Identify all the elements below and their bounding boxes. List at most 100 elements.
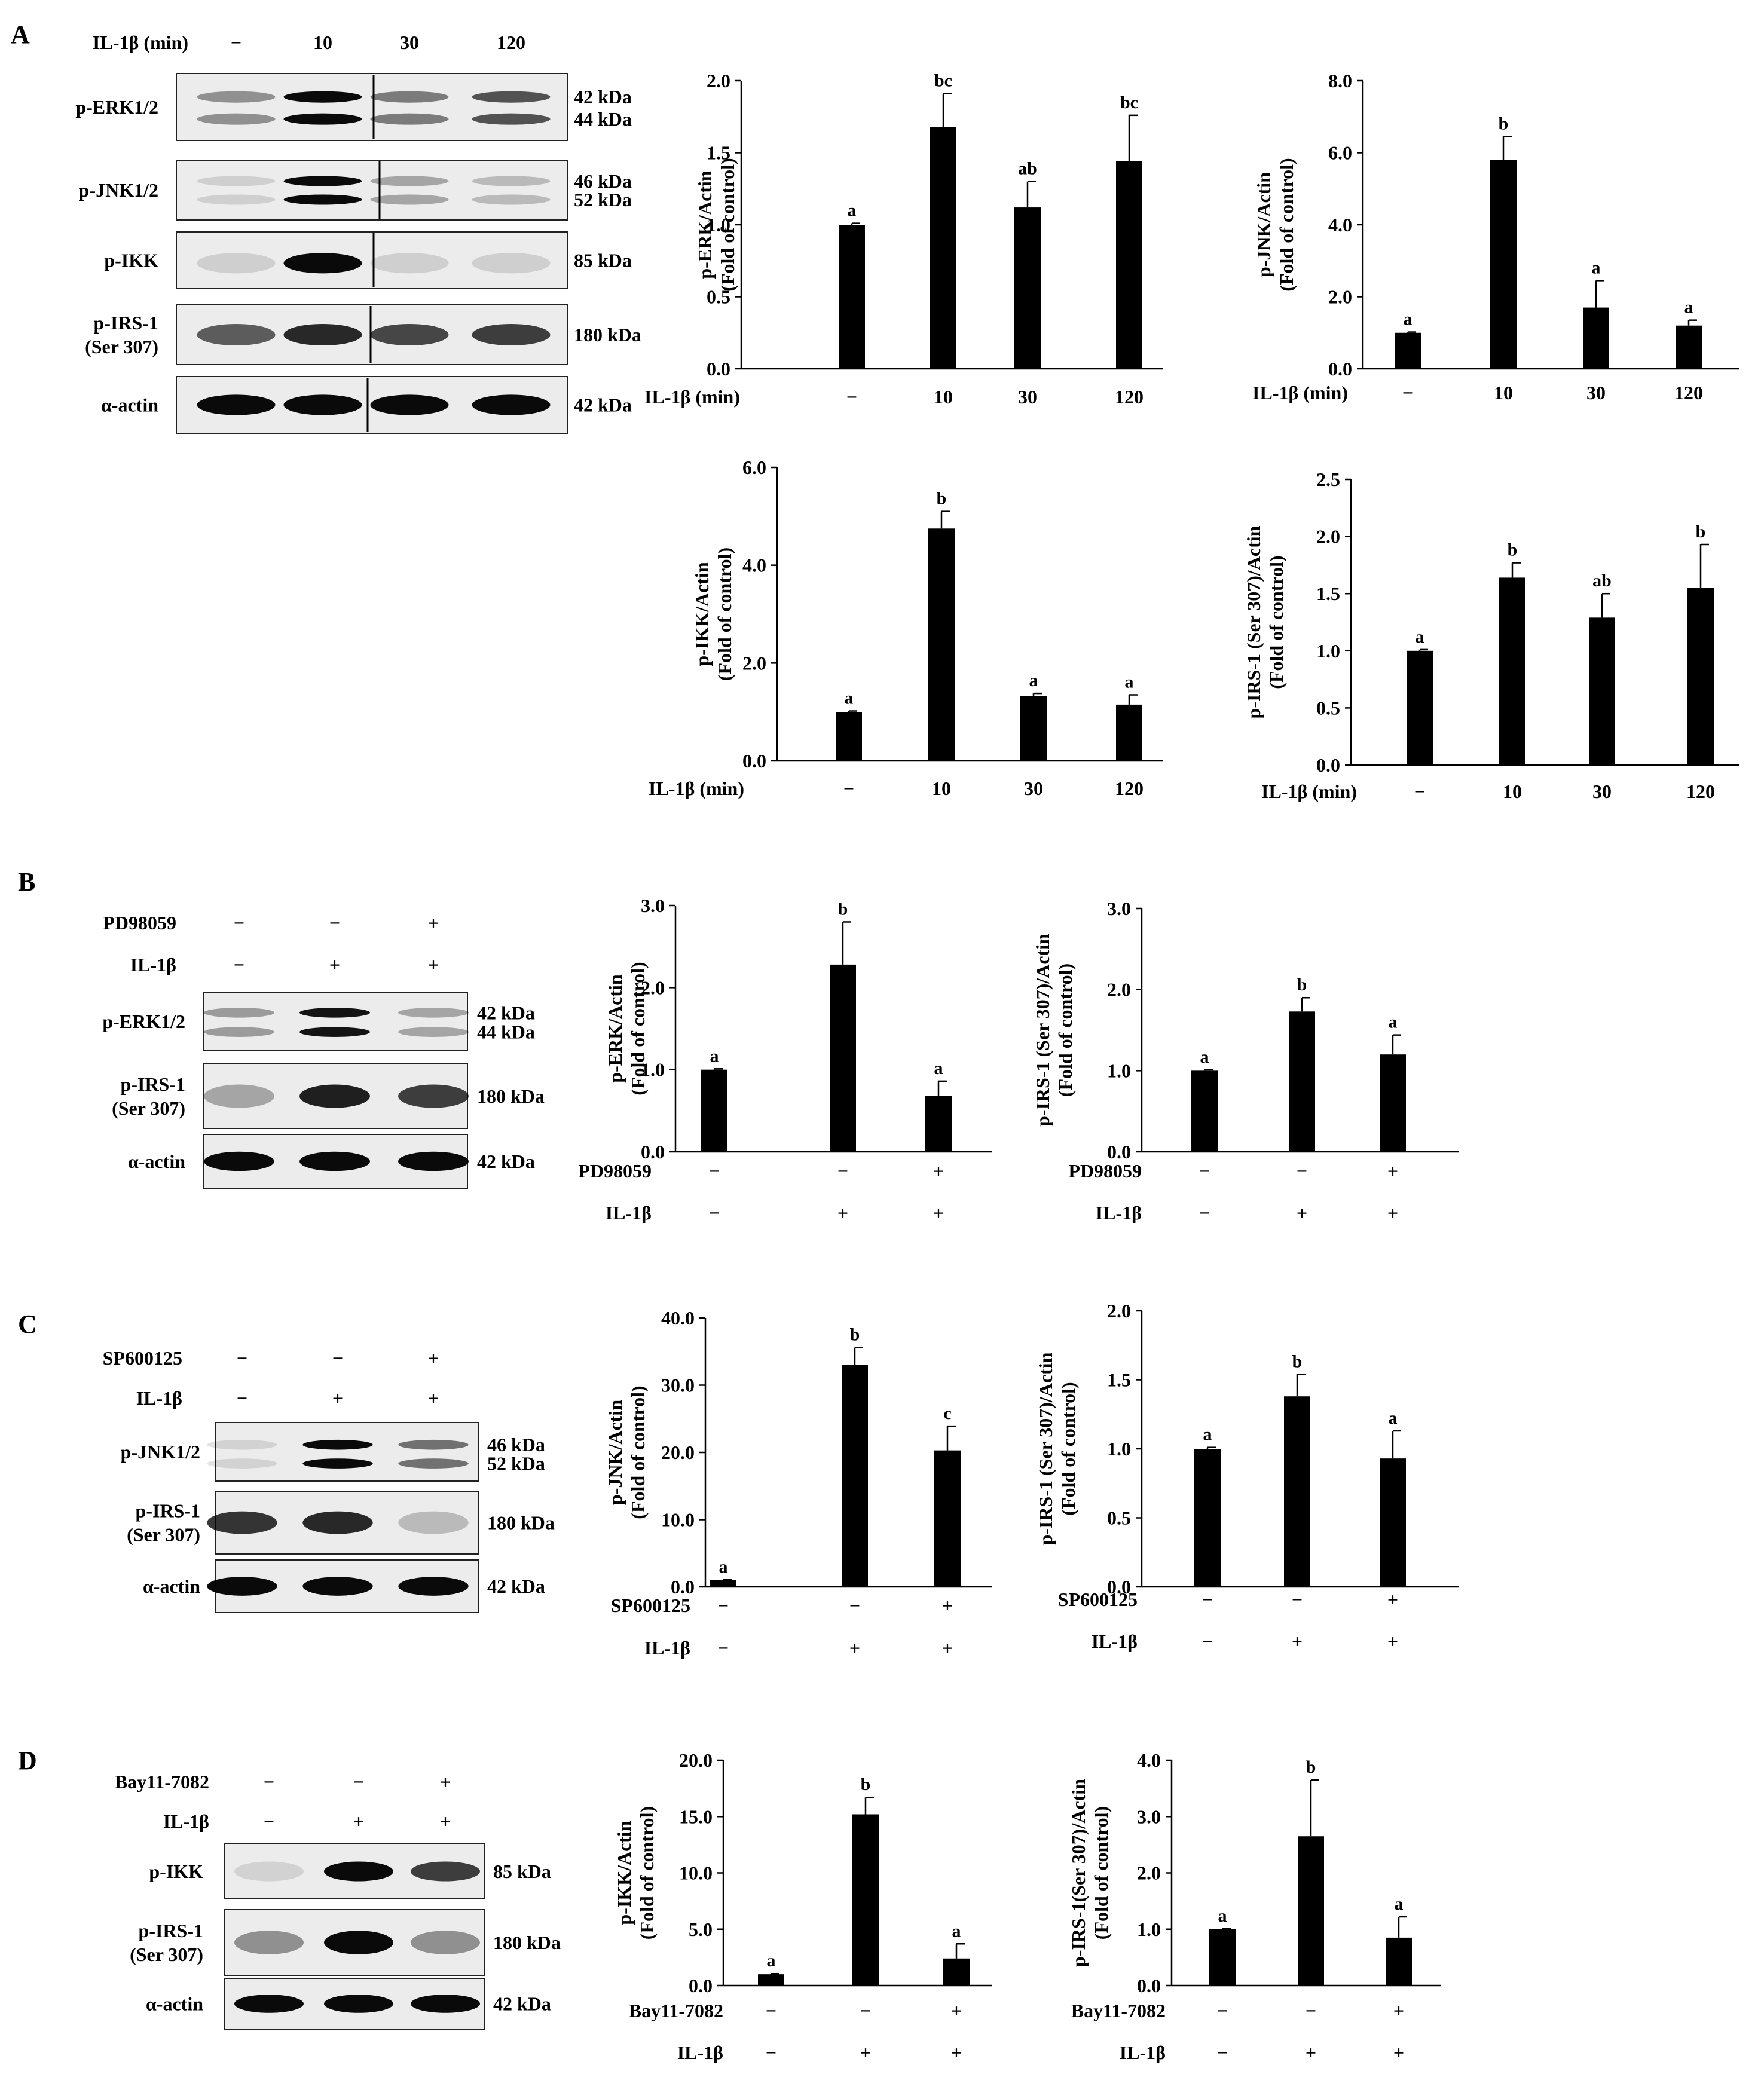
y-tick-label: 2.0 [1316,526,1340,547]
treatment-sign: + [1297,1202,1307,1223]
significance-letter: a [952,1921,961,1941]
treatment-sign: 30 [1024,778,1043,799]
treatment-sign: − [1199,1160,1210,1182]
kda-label: 42 kDa [487,1576,545,1597]
protein-band [398,1458,469,1469]
treatment-sign: 30 [1586,382,1606,403]
treatment-label: IL-1β [136,1387,182,1409]
band-label: α-actin [128,1151,185,1172]
significance-letter: b [1292,1351,1303,1371]
y-axis-label-line: (Fold of control) [714,547,735,681]
treatment-sign: − [766,2042,776,2063]
bar [934,1450,961,1587]
treatment-sign: − [234,954,244,975]
treatment-sign: + [1387,1160,1398,1182]
significance-letter: a [1416,627,1424,647]
treatment-sign: − [234,912,244,934]
protein-band [299,1027,370,1037]
protein-band [472,91,551,103]
treatment-sign: + [353,1810,364,1832]
treatment-sign: − [860,2000,871,2021]
treatment-label: IL-1β [644,1637,690,1659]
treatment-sign: + [951,2000,962,2021]
treatment-label: IL-1β (min) [644,386,740,408]
band-label: p-JNK1/2 [79,179,158,201]
kda-label: 180 kDa [477,1085,545,1107]
protein-band [472,324,551,345]
protein-band [204,1007,274,1018]
bar [1583,307,1609,369]
blot-strip [203,1134,469,1189]
band-label: (Ser 307) [130,1944,203,1965]
y-tick-label: 0.0 [641,1141,665,1163]
panel-letter: A [11,20,30,49]
kda-label: 180 kDa [487,1512,555,1534]
significance-letter: a [1125,672,1134,692]
treatment-label: PD98059 [103,912,176,934]
y-tick-label: 0.0 [671,1576,695,1598]
treatment-label: Bay11-7082 [1071,2000,1166,2021]
y-axis-label-line: (Fold of control) [1265,555,1287,689]
significance-letter: a [1203,1425,1212,1445]
protein-band [370,113,449,125]
significance-letter: a [1389,1012,1398,1032]
y-tick-label: 6.0 [1328,142,1352,164]
treatment-sign: 30 [1592,781,1612,802]
protein-band [370,394,449,415]
treatment-sign: + [1387,1589,1398,1610]
treatment-label: SP600125 [1058,1589,1138,1610]
treatment-sign: − [837,1160,848,1182]
treatment-sign: − [1202,1589,1213,1610]
bar [943,1958,970,1986]
protein-band [283,253,362,274]
bar [1116,704,1142,761]
treatment-sign: − [766,2000,776,2021]
treatment-label: IL-1β [163,1810,209,1832]
treatment-sign: 10 [932,778,951,799]
treatment-sign: − [237,1387,247,1409]
treatment-sign: + [428,1347,439,1369]
y-axis-label: p-IRS-1 (Ser 307)/Actin (Fold of control) [1032,934,1076,1127]
treatment-label: IL-1β (min) [1252,382,1348,403]
y-axis-label-line: p-IKK/Actin [613,1821,635,1925]
treatment-label: IL-1β [1120,2042,1166,2063]
protein-band [283,394,362,415]
treatment-label: Bay11-7082 [629,2000,723,2021]
y-axis-label: p-IRS-1 (Ser 307)/Actin (Fold of control) [1035,1352,1079,1545]
significance-letter: ab [1592,571,1612,591]
treatment-sign: 30 [400,32,419,53]
bar [1687,588,1714,765]
protein-band [324,1931,393,1954]
bar [1116,161,1142,369]
y-tick-label: 0.0 [742,750,766,772]
bar [1380,1458,1406,1587]
y-tick-label: 0.0 [707,358,730,380]
treatment-sign: + [1387,1631,1398,1652]
y-tick-label: 0.5 [1107,1507,1131,1529]
protein-band [324,1861,393,1882]
protein-band [283,194,362,205]
bar [701,1069,727,1152]
y-axis-label-line: p-ERK/Actin [694,170,716,279]
protein-band [204,1027,274,1037]
band-label: p-IRS-1 [121,1073,185,1095]
y-axis-label-line: p-IRS-1 (Ser 307)/Actin [1243,525,1264,718]
treatment-sign: − [1306,2000,1316,2021]
treatment-sign: + [849,1637,860,1659]
treatment-label: IL-1β [606,1202,652,1223]
treatment-sign: 30 [1018,386,1037,408]
treatment-label: PD98059 [1068,1160,1142,1182]
y-axis-label: p-JNK/Actin (Fold of control) [604,1385,649,1519]
y-tick-label: 30.0 [661,1375,695,1396]
treatment-label: SP600125 [103,1347,182,1369]
treatment-sign: − [264,1771,274,1792]
y-tick-label: 2.0 [1107,1300,1131,1322]
treatment-label: IL-1β (min) [93,32,188,53]
blot-strip [224,1843,485,1899]
treatment-sign: − [709,1160,720,1182]
y-tick-label: 0.0 [689,1975,713,1996]
bar [1386,1937,1412,1986]
protein-band [398,1007,469,1018]
bar [1014,207,1041,369]
